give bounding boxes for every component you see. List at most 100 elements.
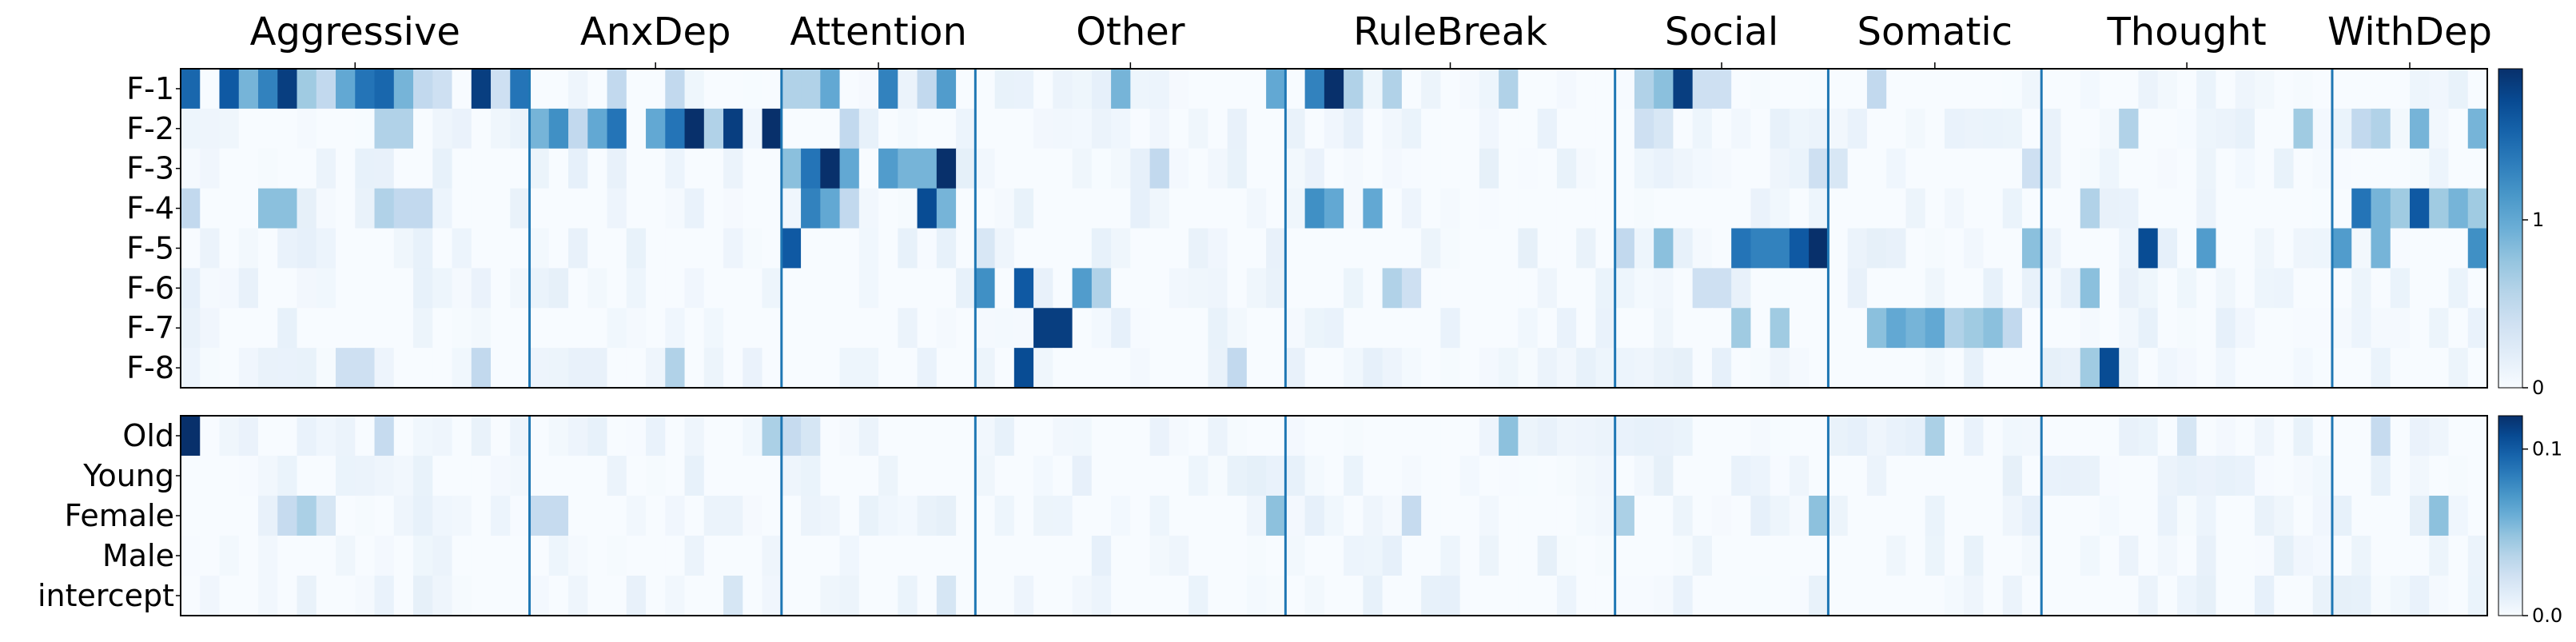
heatmap-cell — [413, 496, 433, 536]
heatmap-cell — [413, 148, 433, 189]
heatmap-cell — [374, 456, 395, 496]
heatmap-cell — [1421, 148, 1441, 189]
heatmap-cell — [1654, 496, 1674, 536]
heatmap-cell — [1169, 416, 1189, 457]
heatmap-cell — [2254, 268, 2275, 309]
heatmap-cell — [1440, 348, 1461, 389]
heatmap-cell — [2409, 536, 2430, 576]
heatmap-cell — [2060, 308, 2081, 349]
heatmap-cell — [917, 576, 938, 616]
heatmap-cell — [2429, 188, 2450, 229]
heatmap-cell — [529, 576, 550, 616]
heatmap-cell — [1537, 348, 1558, 389]
heatmap-cell — [1304, 576, 1325, 616]
heatmap-cell — [2138, 456, 2159, 496]
heatmap-cell — [2409, 576, 2430, 616]
heatmap-cell — [1731, 576, 1752, 616]
heatmap-cell — [2293, 348, 2314, 389]
heatmap-cell — [2331, 69, 2352, 110]
heatmap-cell — [2176, 456, 2197, 496]
heatmap-cell — [994, 188, 1015, 229]
heatmap-cell — [2467, 69, 2488, 110]
heatmap-cell — [200, 228, 221, 269]
heatmap-cell — [2351, 308, 2372, 349]
heatmap-cell — [510, 536, 531, 576]
heatmap-cell — [1091, 148, 1112, 189]
heatmap-cell — [2002, 69, 2023, 110]
heatmap-cell — [1188, 188, 1208, 229]
heatmap-cell — [2235, 456, 2255, 496]
heatmap-cell — [2448, 456, 2469, 496]
heatmap-cell — [2002, 348, 2023, 389]
heatmap-cell — [781, 188, 802, 229]
heatmap-cell — [1169, 536, 1189, 576]
heatmap-cell — [1595, 69, 1616, 110]
heatmap-cell — [2080, 228, 2100, 269]
heatmap-cell — [2409, 456, 2430, 496]
heatmap-cell — [413, 536, 433, 576]
heatmap-cell — [858, 228, 879, 269]
heatmap-cell — [1421, 536, 1441, 576]
heatmap-cell — [510, 456, 531, 496]
heatmap-cell — [1518, 576, 1539, 616]
heatmap-cell — [975, 108, 996, 150]
heatmap-cell — [277, 536, 298, 576]
heatmap-cell — [994, 108, 1015, 150]
heatmap-cell — [393, 69, 414, 110]
heatmap-cell — [491, 308, 511, 349]
heatmap-cell — [2274, 108, 2295, 150]
heatmap-cell — [1459, 536, 1480, 576]
heatmap-cell — [2409, 268, 2430, 309]
group-label: Aggressive — [250, 10, 460, 54]
heatmap-cell — [1440, 416, 1461, 457]
axis-labels: F-1F-2F-3F-4F-5F-6F-7F-8OldYoungFemaleMa… — [38, 10, 2492, 613]
panel-frame — [180, 68, 2488, 389]
heatmap-cell — [1208, 348, 1228, 389]
heatmap-cell — [1149, 148, 1170, 189]
heatmap-cell — [1130, 456, 1151, 496]
heatmap-cell — [258, 456, 278, 496]
heatmap-cell — [665, 536, 686, 576]
heatmap-cell — [452, 228, 472, 269]
heatmap-cell — [2157, 576, 2178, 616]
heatmap-cell — [1673, 348, 1694, 389]
heatmap-cell — [181, 69, 201, 110]
heatmap-cell — [1634, 496, 1654, 536]
heatmap-cell — [1964, 148, 1985, 189]
heatmap-cell — [1111, 308, 1131, 349]
heatmap-cell — [1111, 496, 1131, 536]
heatmap-cell — [2099, 456, 2120, 496]
heatmap-cell — [1673, 496, 1694, 536]
heatmap-cell — [2331, 108, 2352, 150]
heatmap-cell — [297, 148, 317, 189]
heatmap-cell — [626, 576, 647, 616]
heatmap-cell — [181, 148, 201, 189]
heatmap-cell — [2371, 188, 2391, 229]
heatmap-cell — [723, 188, 743, 229]
heatmap-cell — [2119, 348, 2140, 389]
heatmap-cell — [1595, 348, 1616, 389]
heatmap-cell — [2448, 308, 2469, 349]
heatmap-cell — [297, 456, 317, 496]
heatmap-cell — [568, 536, 588, 576]
heatmap-cell — [2371, 456, 2391, 496]
heatmap-cell — [1033, 228, 1053, 269]
heatmap-cell — [1227, 576, 1248, 616]
heatmap-cell — [781, 536, 802, 576]
heatmap-cell — [1033, 188, 1053, 229]
heatmap-cell — [1149, 228, 1170, 269]
heatmap-cell — [2196, 148, 2217, 189]
row-label: F-7 — [126, 310, 174, 345]
heatmap-cell — [1905, 268, 1926, 309]
heatmap-cell — [1421, 416, 1441, 457]
heatmap-cell — [1266, 108, 1286, 150]
heatmap-cell — [471, 228, 492, 269]
heatmap-cell — [607, 496, 627, 536]
heatmap-cell — [200, 348, 221, 389]
heatmap-cell — [1033, 416, 1053, 457]
heatmap-cell — [1304, 348, 1325, 389]
heatmap-cell — [1731, 348, 1752, 389]
heatmap-cell — [1344, 148, 1364, 189]
heatmap-cell — [1459, 108, 1480, 150]
heatmap-cell — [1731, 69, 1752, 110]
